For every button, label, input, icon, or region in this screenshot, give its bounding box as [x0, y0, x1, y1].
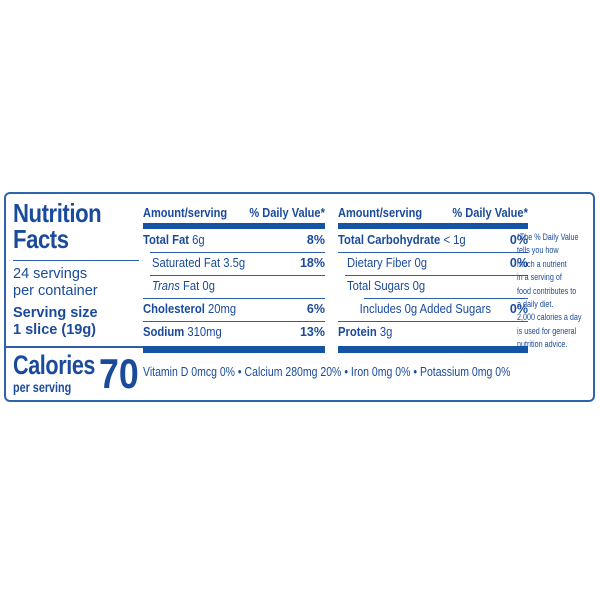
total-carbohydrate-row: Total Carbohydrate < 1g 0%	[338, 229, 528, 252]
cholesterol-amount: 20mg	[208, 302, 237, 316]
total-fat-amount: 6g	[192, 233, 205, 247]
carb-column: Amount/serving % Daily Value* Total Carb…	[338, 205, 528, 353]
calories-per-serving-label: per serving	[13, 380, 72, 395]
header-bar	[338, 223, 528, 229]
trans-fat-name-italic: Trans	[152, 279, 180, 293]
daily-value-header: % Daily Value*	[249, 205, 325, 220]
footer-bar	[143, 346, 325, 353]
title-line-2: Facts	[13, 224, 69, 254]
fat-column: Amount/serving % Daily Value* Total Fat …	[143, 205, 325, 353]
sodium-name: Sodium	[143, 325, 188, 339]
footnote-line: in a serving of	[517, 272, 562, 283]
total-sugars-name: Total Sugars 0g	[347, 279, 426, 293]
calories-value: 70	[99, 350, 139, 397]
calories-labels: Calories per serving	[13, 350, 96, 396]
calories-section: Calories per serving 70	[13, 350, 153, 397]
protein-amount: 3g	[379, 325, 393, 339]
servings-sub: per container	[13, 282, 98, 299]
daily-value-footnote: *The % Daily Value tells you how much a …	[517, 231, 597, 352]
title-divider	[13, 260, 139, 261]
cholesterol-name: Cholesterol	[143, 302, 209, 316]
total-fat-dv: 8%	[306, 233, 325, 247]
title-line-1: Nutrition	[13, 198, 102, 228]
carb-column-header: Amount/serving % Daily Value*	[338, 205, 528, 220]
serving-size-value: 1 slice (19g)	[13, 321, 97, 338]
calories-divider	[4, 346, 143, 348]
protein-name: Protein	[338, 325, 380, 339]
amount-per-serving-header: Amount/serving	[338, 205, 423, 220]
footnote-line: nutrition advice.	[517, 339, 568, 350]
footer-bar	[338, 346, 528, 353]
total-fat-row: Total Fat 6g 8%	[143, 229, 325, 252]
label-left-column: Nutrition Facts 24 servings per containe…	[13, 200, 141, 338]
saturated-fat-dv: 18%	[299, 256, 325, 270]
footnote-line: tells you how	[517, 245, 559, 256]
dietary-fiber-dv: 0%	[509, 256, 528, 270]
servings-per-container: 24 servings per container	[13, 266, 141, 299]
sodium-dv: 13%	[299, 325, 325, 339]
dietary-fiber-row: Dietary Fiber 0g 0%	[338, 252, 528, 275]
micronutrients-line: Vitamin D 0mcg 0% • Calcium 280mg 20% • …	[143, 365, 511, 379]
footnote-line: much a nutrient	[517, 258, 567, 269]
serving-size: Serving size 1 slice (19g)	[13, 305, 141, 338]
footnote-line: 2,000 calories a day	[517, 312, 582, 323]
total-sugars-row: Total Sugars 0g	[338, 275, 528, 298]
dietary-fiber-name: Dietary Fiber 0g	[347, 256, 428, 270]
protein-row: Protein 3g	[338, 321, 528, 344]
daily-value-header: % Daily Value*	[452, 205, 528, 220]
footnote-line: *The % Daily Value	[517, 232, 579, 242]
nutrition-facts-label: Nutrition Facts 24 servings per containe…	[4, 192, 595, 402]
cholesterol-row: Cholesterol 20mg 6%	[143, 298, 325, 321]
serving-size-label: Serving size	[13, 305, 98, 321]
footnote-line: is used for general	[517, 325, 577, 336]
footnote-line: food contributes to	[517, 285, 577, 296]
added-sugars-name: Includes 0g Added Sugars	[359, 302, 491, 316]
footnote-line: a daily diet.	[517, 299, 554, 310]
nutrition-facts-title: Nutrition Facts	[13, 200, 122, 252]
added-sugars-dv: 0%	[509, 302, 528, 316]
sodium-row: Sodium 310mg 13%	[143, 321, 325, 344]
total-carbohydrate-amount: < 1g	[443, 233, 466, 247]
cholesterol-dv: 6%	[306, 302, 325, 316]
saturated-fat-row: Saturated Fat 3.5g 18%	[143, 252, 325, 275]
servings-count: 24 servings	[13, 266, 88, 282]
header-bar	[143, 223, 325, 229]
total-fat-name: Total Fat	[143, 233, 193, 247]
calories-label: Calories	[13, 350, 96, 380]
fat-column-header: Amount/serving % Daily Value*	[143, 205, 325, 220]
sodium-amount: 310mg	[187, 325, 222, 339]
total-carbohydrate-dv: 0%	[509, 233, 528, 247]
total-carbohydrate-name: Total Carbohydrate	[338, 233, 444, 247]
trans-fat-row: Trans Fat 0g	[143, 275, 325, 298]
amount-per-serving-header: Amount/serving	[143, 205, 228, 220]
trans-fat-name-rest: Fat 0g	[179, 279, 215, 293]
saturated-fat-name: Saturated Fat 3.5g	[152, 256, 246, 270]
added-sugars-row: Includes 0g Added Sugars 0%	[338, 298, 528, 321]
